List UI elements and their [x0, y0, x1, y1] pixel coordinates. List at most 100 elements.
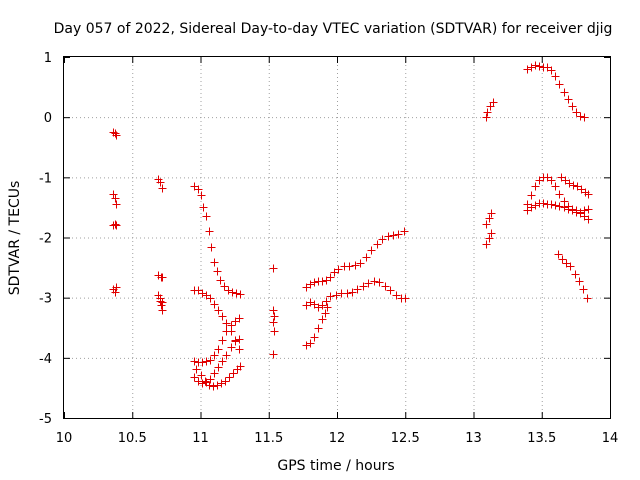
data-point [584, 205, 593, 214]
series-arc-13.1-a [482, 98, 498, 122]
data-point [109, 190, 118, 199]
data-point [194, 377, 203, 386]
data-point [482, 240, 491, 249]
data-point [359, 282, 368, 291]
series-arc-13.1-c [482, 229, 496, 249]
data-point [198, 358, 207, 367]
x-tick-label: 13 [465, 431, 482, 446]
x-tick-label: 12 [329, 431, 346, 446]
data-point [485, 214, 494, 223]
data-point [209, 382, 218, 391]
x-axis-label: GPS time / hours [277, 458, 394, 474]
series-arc-12-a [302, 227, 409, 292]
series-arc-11-a [190, 182, 245, 299]
data-points [109, 61, 593, 391]
data-point [111, 220, 120, 229]
series-arc-13.5-a [523, 61, 589, 122]
data-point [576, 208, 585, 217]
data-point [348, 288, 357, 297]
data-point [205, 227, 214, 236]
series-arc-13.5-b [523, 173, 593, 224]
data-point [314, 324, 323, 333]
data-point [318, 277, 327, 286]
data-point [306, 298, 315, 307]
data-point [555, 190, 564, 199]
data-point [485, 234, 494, 243]
data-point [575, 277, 584, 286]
data-point [378, 235, 387, 244]
data-point [213, 381, 222, 390]
data-point [345, 262, 354, 271]
data-point [111, 288, 120, 297]
data-point [531, 61, 540, 70]
series-arc-10.7-c [154, 291, 167, 315]
data-point [158, 298, 167, 307]
data-point [210, 369, 219, 378]
series-arc-13.5-d [557, 173, 593, 199]
data-point [206, 375, 215, 384]
data-point [386, 286, 395, 295]
series-arc-10.35-d [109, 283, 121, 297]
data-point [527, 63, 536, 72]
data-point [326, 273, 335, 282]
x-tick-label: 11.5 [254, 431, 283, 446]
data-point [487, 229, 496, 238]
data-point [555, 202, 564, 211]
chart-title: Day 057 of 2022, Sidereal Day-to-day VTE… [54, 21, 613, 37]
data-point [487, 209, 496, 218]
data-point [554, 250, 563, 259]
data-point [214, 306, 223, 315]
data-point [218, 312, 227, 321]
data-point [322, 297, 331, 306]
data-point [194, 185, 203, 194]
series-arc-12-b [302, 277, 410, 312]
data-point [389, 231, 398, 240]
x-tick-label: 11 [192, 431, 209, 446]
y-axis-label: SDTVAR / TECUs [7, 181, 23, 296]
data-point [565, 179, 574, 188]
data-point [156, 294, 165, 303]
series-arc-10.35-b [109, 190, 121, 209]
y-tick-label: -3 [39, 292, 52, 307]
data-point [547, 200, 556, 209]
series-arc-13.1-b [482, 209, 496, 229]
data-point [158, 273, 167, 282]
data-point [572, 108, 581, 117]
y-tick-label: -1 [39, 171, 52, 186]
data-point [227, 321, 236, 330]
data-point [343, 289, 352, 298]
data-point [232, 289, 241, 298]
data-point [156, 178, 165, 187]
data-point [551, 72, 560, 81]
data-point [213, 267, 222, 276]
data-point [202, 212, 211, 221]
data-point [214, 363, 223, 372]
data-point [198, 289, 207, 298]
data-point [218, 357, 227, 366]
series-arc-11-e [192, 362, 245, 391]
data-point [353, 285, 362, 294]
data-point [568, 102, 577, 111]
data-point [569, 181, 578, 190]
data-point [112, 283, 121, 292]
data-point [225, 373, 234, 382]
data-point [210, 351, 219, 360]
data-point [364, 279, 373, 288]
data-point [332, 291, 341, 300]
data-point [190, 373, 199, 382]
y-tick-label: -4 [39, 352, 52, 367]
data-point [222, 351, 231, 360]
data-point [580, 206, 589, 215]
series-arc-10.7-a [154, 175, 167, 193]
data-point [206, 294, 215, 303]
series-arc-10.7-b [154, 271, 167, 282]
data-point [483, 108, 492, 117]
data-point [523, 65, 532, 74]
data-point [326, 292, 335, 301]
axis-ticks [64, 57, 611, 419]
data-point [580, 113, 589, 122]
data-point [321, 309, 330, 318]
data-point [306, 339, 315, 348]
data-point [228, 288, 237, 297]
